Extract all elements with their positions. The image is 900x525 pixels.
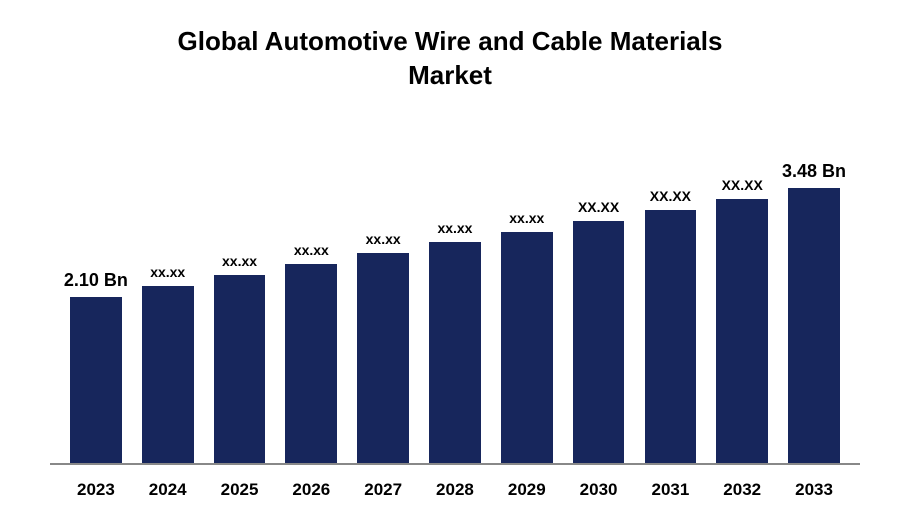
chart-plot-area: 2.10 Bn xx.xx xx.xx xx.xx xx.xx xx.xx xx.xx XX.… [50, 140, 860, 465]
bar-value-label: 2.10 Bn [64, 270, 128, 291]
bar-group: xx.xx [275, 140, 347, 463]
x-axis-label: 2029 [491, 480, 563, 500]
bar-group: XX.XX [706, 140, 778, 463]
bar-group: xx.xx [491, 140, 563, 463]
bar-value-label: 3.48 Bn [782, 161, 846, 182]
bar-value-label: XX.XX [578, 199, 619, 215]
bar-group: xx.xx [419, 140, 491, 463]
chart-title-line1: Global Automotive Wire and Cable Materia… [0, 25, 900, 59]
bar-value-label: XX.XX [650, 188, 691, 204]
bar-value-label: xx.xx [366, 231, 401, 247]
x-axis-label: 2032 [706, 480, 778, 500]
bar-group: xx.xx [204, 140, 276, 463]
x-axis-label: 2033 [778, 480, 850, 500]
chart-title: Global Automotive Wire and Cable Materia… [0, 0, 900, 93]
bar-group: 3.48 Bn [778, 140, 850, 463]
bar-value-label: xx.xx [509, 210, 544, 226]
x-axis-label: 2031 [635, 480, 707, 500]
bar [142, 286, 194, 463]
bar-value-label: xx.xx [150, 264, 185, 280]
bar-value-label: XX.XX [722, 177, 763, 193]
bar [645, 210, 697, 463]
x-axis-label: 2026 [275, 480, 347, 500]
bar [788, 188, 840, 463]
bar-group: XX.XX [635, 140, 707, 463]
x-axis: 2023202420252026202720282029203020312032… [50, 480, 860, 500]
bar [429, 242, 481, 463]
bar-group: xx.xx [347, 140, 419, 463]
x-axis-label: 2027 [347, 480, 419, 500]
bar [716, 199, 768, 464]
x-axis-label: 2023 [60, 480, 132, 500]
chart-title-line2: Market [0, 59, 900, 93]
bar-group: xx.xx [132, 140, 204, 463]
bar [285, 264, 337, 463]
bar [70, 297, 122, 463]
bar [573, 221, 625, 463]
x-axis-label: 2025 [204, 480, 276, 500]
bar-group: XX.XX [563, 140, 635, 463]
bar-value-label: xx.xx [437, 220, 472, 236]
bars-container: 2.10 Bn xx.xx xx.xx xx.xx xx.xx xx.xx xx.xx XX.… [50, 140, 860, 463]
bar-group: 2.10 Bn [60, 140, 132, 463]
bar [214, 275, 266, 463]
x-axis-label: 2030 [563, 480, 635, 500]
x-axis-label: 2024 [132, 480, 204, 500]
x-axis-label: 2028 [419, 480, 491, 500]
bar [357, 253, 409, 463]
bar-value-label: xx.xx [294, 242, 329, 258]
bar-value-label: xx.xx [222, 253, 257, 269]
bar [501, 232, 553, 463]
